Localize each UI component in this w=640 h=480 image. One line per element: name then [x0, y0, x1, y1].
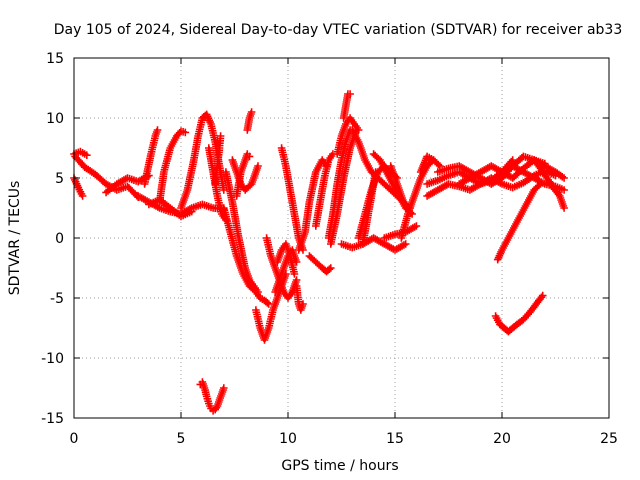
x-tick-label: 25 — [600, 431, 618, 447]
series-t20 — [273, 240, 299, 278]
series-t47 — [196, 378, 228, 415]
series-t8 — [155, 127, 190, 206]
series-t13 — [222, 168, 262, 296]
series-t38 — [416, 152, 438, 176]
data-points — [70, 90, 568, 415]
data-marker — [337, 234, 410, 254]
y-tick-label: 0 — [55, 231, 64, 247]
series-t11 — [211, 132, 225, 188]
series-t22 — [292, 282, 307, 314]
data-marker — [312, 150, 337, 230]
y-tick-label: -5 — [50, 291, 64, 307]
data-marker — [491, 291, 547, 336]
series-t45 — [493, 180, 545, 264]
x-axis-label: GPS time / hours — [281, 458, 398, 474]
data-marker — [155, 127, 190, 206]
y-tick-label: -10 — [41, 351, 64, 367]
x-tick-label: 5 — [177, 431, 186, 447]
series-t12 — [220, 204, 273, 308]
x-tick-label: 20 — [493, 431, 511, 447]
series-t25 — [312, 150, 337, 230]
data-marker — [359, 168, 380, 248]
y-tick-label: 10 — [46, 111, 64, 127]
data-marker — [232, 150, 254, 200]
data-marker — [211, 132, 225, 188]
series-t15 — [232, 150, 254, 200]
data-marker — [222, 168, 262, 296]
data-marker — [386, 162, 408, 206]
series-t36 — [386, 162, 408, 206]
data-marker — [530, 156, 568, 212]
data-marker — [292, 282, 307, 314]
x-tick-label: 0 — [70, 431, 79, 447]
series-t29 — [339, 90, 354, 122]
data-marker — [294, 156, 331, 254]
data-marker — [333, 114, 363, 158]
series-t16 — [243, 108, 256, 134]
data-marker — [140, 126, 162, 188]
x-tick-label: 15 — [386, 431, 404, 447]
series-t23 — [294, 156, 331, 254]
series-t7 — [140, 126, 162, 188]
series-t24 — [305, 252, 335, 276]
series-t2 — [70, 174, 87, 200]
data-marker — [416, 152, 438, 176]
y-tick-label: -15 — [41, 411, 64, 427]
data-marker — [243, 108, 256, 134]
chart-title: Day 105 of 2024, Sidereal Day-to-day VTE… — [54, 22, 623, 38]
data-marker — [220, 204, 273, 308]
data-marker — [339, 90, 354, 122]
series-t44 — [530, 156, 568, 212]
series-t28 — [333, 114, 363, 158]
data-marker — [196, 378, 228, 415]
y-axis-label: SDTVAR / TECUs — [7, 181, 23, 296]
series-t33 — [359, 168, 380, 248]
series-t31 — [337, 234, 410, 254]
y-tick-label: 15 — [46, 51, 64, 67]
series-t46 — [491, 291, 547, 336]
data-marker — [327, 126, 361, 248]
series-t1 — [71, 152, 142, 201]
data-marker — [70, 174, 87, 200]
x-tick-label: 10 — [279, 431, 297, 447]
data-marker — [305, 252, 335, 276]
series-t27 — [327, 126, 361, 248]
y-tick-label: 5 — [55, 171, 64, 187]
axes: 0 5 10 15 20 25 -15 -10 -5 0 5 10 15 — [41, 51, 618, 447]
data-marker — [71, 152, 142, 201]
data-marker — [273, 240, 299, 278]
data-marker — [493, 180, 545, 264]
